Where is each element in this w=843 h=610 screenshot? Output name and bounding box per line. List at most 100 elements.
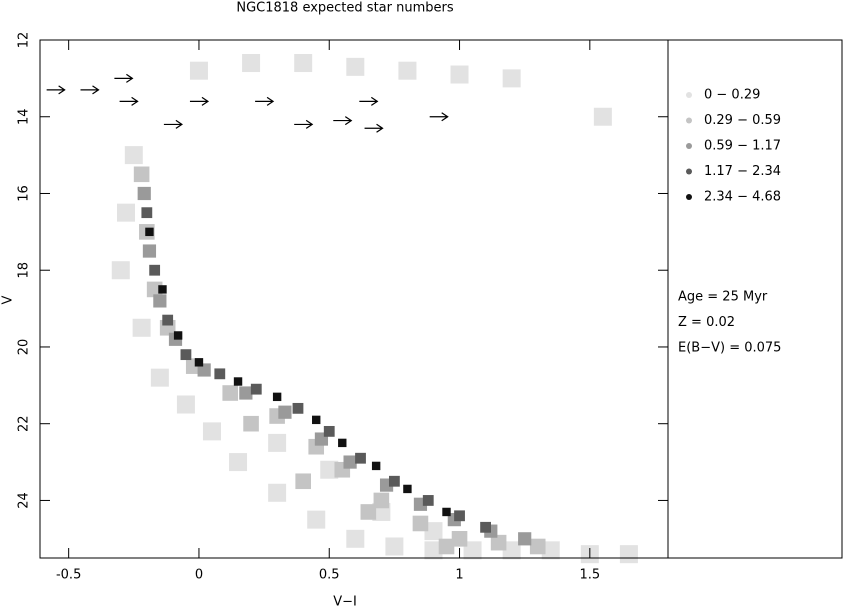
x-tick-label: 1 [455,568,463,583]
density-cell [422,495,434,506]
limit-arrow [119,96,139,106]
x-tick-label: 0.5 [319,568,340,583]
density-cell [412,515,429,532]
legend-swatch [686,194,692,200]
density-cell [593,107,612,126]
density-cell [346,57,365,76]
density-cell [307,510,326,529]
density-cell [173,331,183,340]
density-cell [132,318,151,337]
density-cell [141,207,153,219]
density-cell [242,54,261,73]
density-cell [398,61,417,80]
limit-arrow [255,96,275,106]
density-cell [343,455,357,469]
density-cell [355,452,366,464]
limit-arrow [429,112,449,122]
annotation: Age = 25 Myr [678,290,768,305]
density-cell [518,532,532,546]
limit-arrow [333,116,353,126]
density-cell [403,484,412,494]
density-cell [320,460,339,479]
density-cell [502,69,521,88]
density-cell [250,383,262,395]
chart-title: NGC1818 expected star numbers [236,1,453,16]
plot-frame [39,39,843,559]
density-cell [222,385,239,401]
limit-arrow [114,73,134,83]
legend-label: 0.29 − 0.59 [704,113,781,128]
density-cell [194,358,204,367]
density-cell [176,395,195,414]
density-cell [239,386,253,400]
legend-swatch [686,168,692,175]
density-cell [153,294,167,308]
x-tick-label: -0.5 [56,568,81,583]
density-cell [619,545,638,564]
legend-label: 0 − 0.29 [704,88,760,103]
density-cell [268,433,287,452]
density-cell [202,422,221,441]
density-cell [197,363,211,377]
density-cell [454,510,465,522]
density-cell [371,461,381,471]
y-tick-label: 12 [17,32,32,49]
density-cell [145,227,154,237]
y-tick-label: 20 [17,339,32,356]
density-cell [480,521,491,533]
legend-swatch [686,143,692,149]
density-cell [243,415,259,432]
density-cell [278,405,292,419]
y-tick-label: 16 [17,185,32,202]
density-cell [360,504,377,520]
x-tick-label: 1.5 [579,568,600,583]
density-cell [292,402,304,414]
density-cell [116,203,135,222]
annotation: E(B−V) = 0.075 [678,341,781,356]
y-tick-label: 24 [17,492,32,509]
y-axis-label: V [1,295,16,304]
density-cell [385,537,404,556]
y-tick-label: 18 [17,262,32,279]
y-tick-label: 14 [17,108,32,125]
density-cell [346,529,365,548]
legend-swatch [686,117,692,124]
x-tick-label: 0 [195,568,203,583]
legend-swatch [686,92,692,98]
density-cell [294,54,313,73]
density-cell [529,538,546,555]
density-cell [133,166,150,183]
density-cell [438,538,455,555]
density-cell [158,285,167,294]
limit-arrow [80,85,100,95]
density-cell [295,473,311,490]
density-cell [338,438,347,448]
limit-arrow [364,123,384,133]
density-cell [149,264,161,276]
density-cell [229,453,248,472]
legend-label: 2.34 − 4.68 [704,190,781,205]
limit-arrow [189,96,210,106]
density-cell [137,186,151,201]
density-cell [424,541,443,560]
density-cell [463,541,482,560]
legend-label: 1.17 − 2.34 [704,164,781,179]
density-cell [323,425,335,437]
annotation: Z = 0.02 [678,315,735,330]
limit-arrow [46,85,66,95]
density-cell [442,507,451,517]
density-cell [373,492,390,509]
density-cell [541,541,560,560]
density-cell [162,314,174,326]
density-cell [233,377,243,386]
x-axis-label: V−I [333,595,357,610]
density-cell [272,392,282,402]
limit-arrow [359,96,379,106]
density-cell [490,534,507,551]
density-cell [502,541,521,560]
legend-label: 0.59 − 1.17 [704,139,781,154]
density-cell [124,146,143,165]
density-cell [268,483,287,502]
